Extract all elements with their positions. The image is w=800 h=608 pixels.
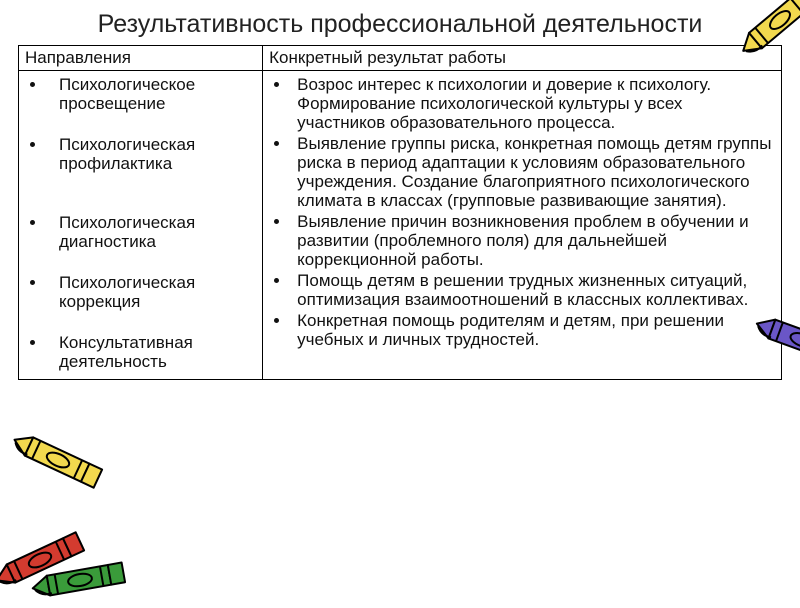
content-table: Направления Конкретный результат работы … bbox=[18, 45, 782, 380]
list-item: Психологическая коррекция bbox=[47, 273, 256, 311]
slide: Результативность профессиональной деятел… bbox=[0, 0, 800, 600]
list-item: Психологическая диагностика bbox=[47, 213, 256, 251]
crayon-icon bbox=[0, 521, 94, 600]
list-item: Конкретная помощь родителям и детям, при… bbox=[291, 311, 775, 349]
list-item: Консультативная деятельность bbox=[47, 333, 256, 371]
list-item: Психологическая профилактика bbox=[47, 135, 256, 173]
list-item: Помощь детям в решении трудных жизненных… bbox=[291, 271, 775, 309]
slide-title: Результативность профессиональной деятел… bbox=[18, 10, 782, 39]
list-item: Выявление группы риска, конкретная помощ… bbox=[291, 134, 775, 210]
results-list: Возрос интерес к психологии и доверие к … bbox=[269, 75, 775, 349]
table-header-col2: Конкретный результат работы bbox=[263, 45, 782, 70]
directions-list: Психологическое просвещение Психологичес… bbox=[25, 75, 256, 371]
list-item: Психологическое просвещение bbox=[47, 75, 256, 113]
table-cell-directions: Психологическое просвещение Психологичес… bbox=[19, 70, 263, 379]
table-header-col1: Направления bbox=[19, 45, 263, 70]
table-cell-results: Возрос интерес к психологии и доверие к … bbox=[263, 70, 782, 379]
list-item: Возрос интерес к психологии и доверие к … bbox=[291, 75, 775, 132]
crayon-icon bbox=[4, 421, 112, 500]
list-item: Выявление причин возникновения проблем в… bbox=[291, 212, 775, 269]
